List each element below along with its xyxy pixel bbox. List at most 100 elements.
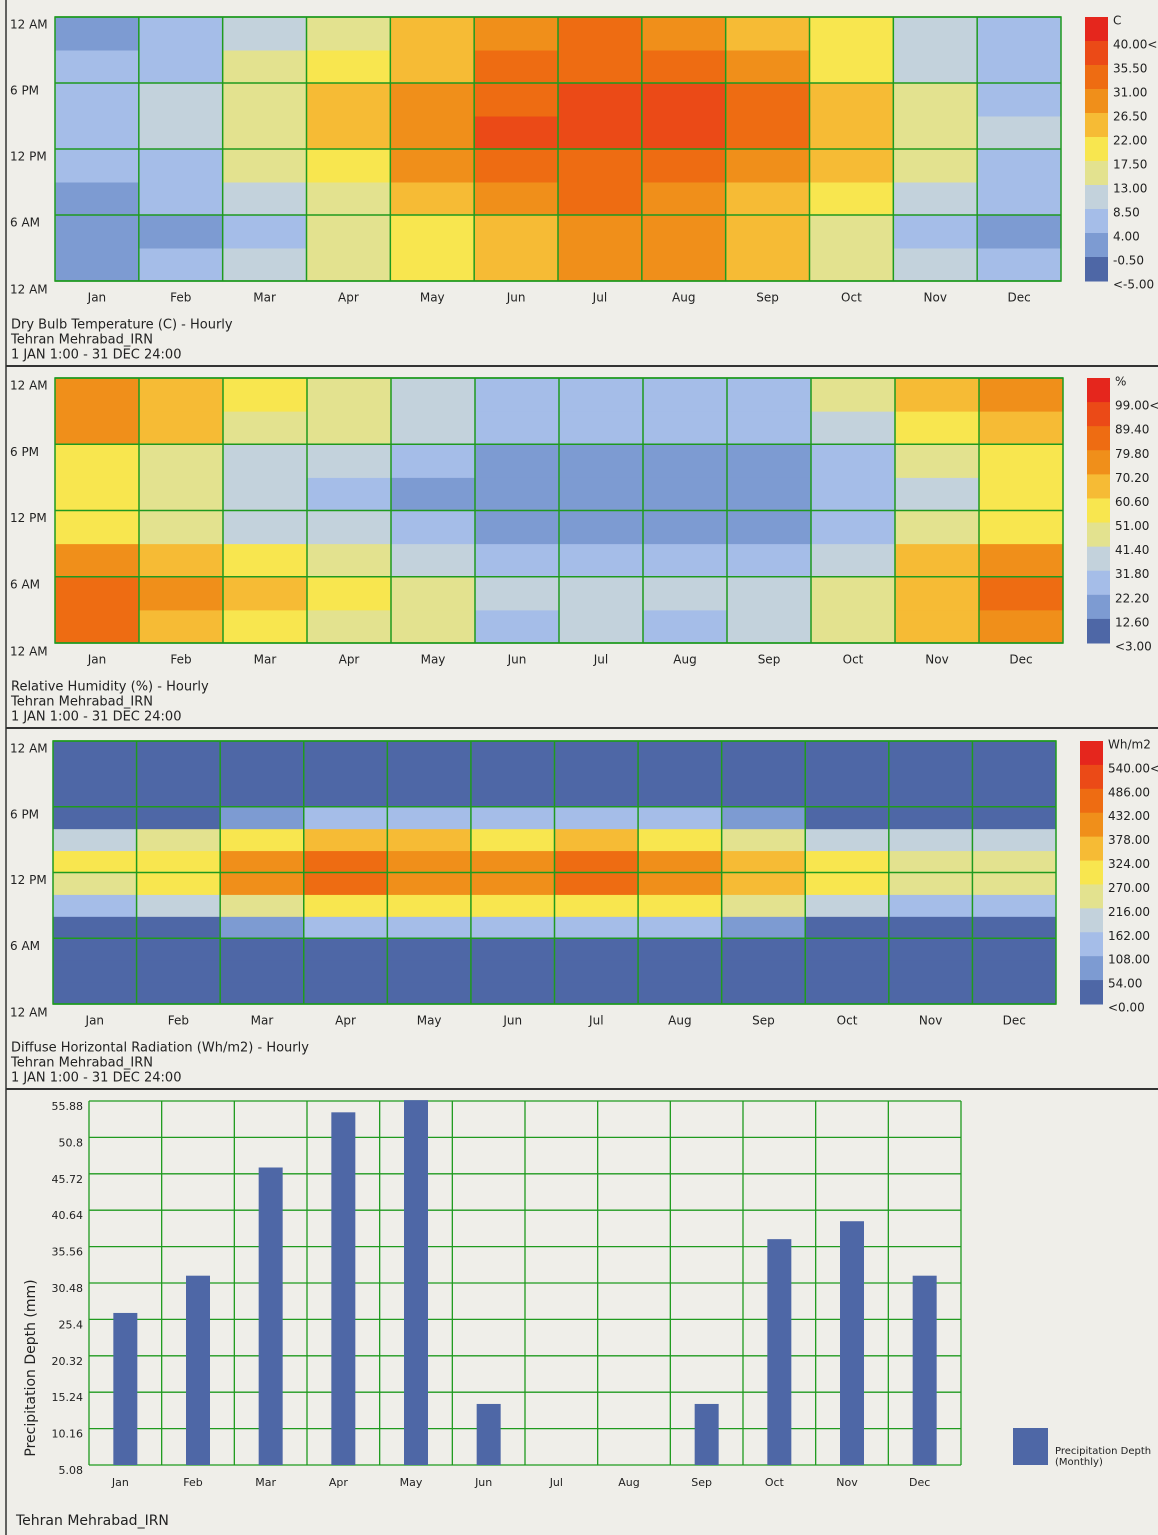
heat-cell [554, 982, 639, 1005]
y-tick-label: 25.4 [59, 1318, 84, 1331]
colorbar-swatch [1080, 956, 1103, 981]
x-tick-label: Aug [673, 653, 696, 667]
heat-cell [53, 916, 138, 939]
heat-cell [306, 116, 391, 150]
heat-cell [809, 149, 894, 183]
heat-cell [638, 960, 723, 983]
colorbar-label: 108.00 [1108, 953, 1150, 967]
x-tick-label: Jan [87, 653, 107, 667]
heat-cell [727, 543, 812, 578]
heat-cell [727, 411, 812, 445]
heat-cell [139, 378, 224, 412]
heat-cell [391, 543, 476, 578]
y-tick-label: 6 PM [10, 807, 39, 821]
heat-cell [53, 762, 138, 786]
heat-cell [136, 872, 221, 895]
heat-cell [387, 850, 472, 873]
colorbar-label: 54.00 [1108, 977, 1142, 991]
heat-cell [220, 938, 305, 961]
heat-cell [220, 894, 305, 917]
colorbar-swatch [1085, 161, 1108, 186]
x-tick-label: Feb [170, 653, 191, 667]
heat-cell [725, 17, 810, 51]
heat-cell [55, 215, 140, 249]
heat-cell [470, 828, 555, 852]
heat-cell [888, 762, 973, 786]
heat-cell [721, 784, 806, 808]
heat-cell [303, 938, 388, 961]
heat-cell [554, 916, 639, 939]
colorbar-swatch [1085, 113, 1108, 138]
heat-cell [977, 50, 1062, 84]
bar [113, 1312, 138, 1465]
heat-cell [554, 894, 639, 917]
y-tick-label: 12 AM [10, 18, 48, 32]
colorbar-label: 378.00 [1108, 833, 1150, 847]
heat-cell [727, 510, 812, 545]
y-tick-label: 6 AM [10, 939, 40, 953]
heat-cell [475, 444, 560, 478]
heat-cell [721, 741, 806, 764]
heat-cell [979, 444, 1064, 478]
chart-period: 1 JAN 1:00 - 31 DEC 24:00 [11, 710, 181, 725]
heat-cell [809, 215, 894, 249]
colorbar-swatch [1087, 594, 1110, 620]
plot-frame [54, 377, 1064, 644]
heat-cell [888, 784, 973, 808]
heat-cell [888, 960, 973, 983]
heat-cell [979, 510, 1064, 545]
y-tick-label: 12 AM [10, 379, 48, 393]
heat-cell [641, 215, 727, 249]
heat-cell [138, 248, 224, 282]
heat-cell [725, 248, 810, 282]
heat-cell [55, 477, 140, 511]
heat-cell [721, 762, 806, 786]
chart-footer: Tehran Mehrabad_IRN [15, 1513, 169, 1529]
heat-cell [895, 444, 980, 478]
colorbar-label: 35.50 [1113, 62, 1147, 76]
heat-cell [638, 894, 723, 917]
x-tick-label: Sep [752, 1014, 775, 1028]
heat-cell [474, 116, 559, 150]
heat-cell [139, 543, 224, 578]
x-tick-label: Feb [183, 1476, 202, 1489]
heat-cell [55, 609, 140, 644]
heat-cell [721, 938, 806, 961]
x-tick-label: May [400, 1476, 423, 1489]
y-tick-label: 45.72 [52, 1173, 84, 1186]
heat-cell [475, 609, 560, 644]
heat-cell [888, 828, 973, 852]
heat-cell [972, 938, 1057, 961]
heat-cell [139, 477, 224, 511]
bar [912, 1275, 937, 1465]
x-tick-label: Sep [691, 1476, 712, 1489]
heat-cell [55, 116, 140, 150]
x-tick-label: Apr [338, 291, 359, 305]
colorbar-swatch [1085, 89, 1108, 114]
y-tick-label: 15.24 [52, 1391, 84, 1404]
heat-cell [303, 762, 388, 786]
x-tick-label: May [417, 1014, 442, 1028]
heat-cell [139, 576, 224, 611]
x-tick-label: Sep [756, 291, 779, 305]
heat-cell [220, 982, 305, 1005]
bar [840, 1221, 864, 1465]
heat-cell [558, 83, 643, 117]
heat-cell [559, 576, 644, 611]
colorbar-label: 89.40 [1115, 423, 1149, 437]
heat-cell [727, 609, 812, 644]
heat-cell [643, 510, 728, 545]
x-tick-label: Nov [836, 1476, 858, 1489]
colorbar-unit: Wh/m2 [1108, 738, 1151, 752]
heat-cell [727, 444, 812, 478]
colorbar-swatch [1085, 209, 1108, 234]
heat-cell [638, 916, 723, 939]
colorbar-swatch [1085, 233, 1108, 258]
x-tick-label: Nov [925, 653, 948, 667]
heat-cell [554, 850, 639, 873]
heat-cell [721, 916, 806, 939]
heat-cell [554, 741, 639, 764]
heat-cell [55, 17, 140, 51]
heat-cell [139, 444, 224, 478]
heat-cell [220, 741, 305, 764]
